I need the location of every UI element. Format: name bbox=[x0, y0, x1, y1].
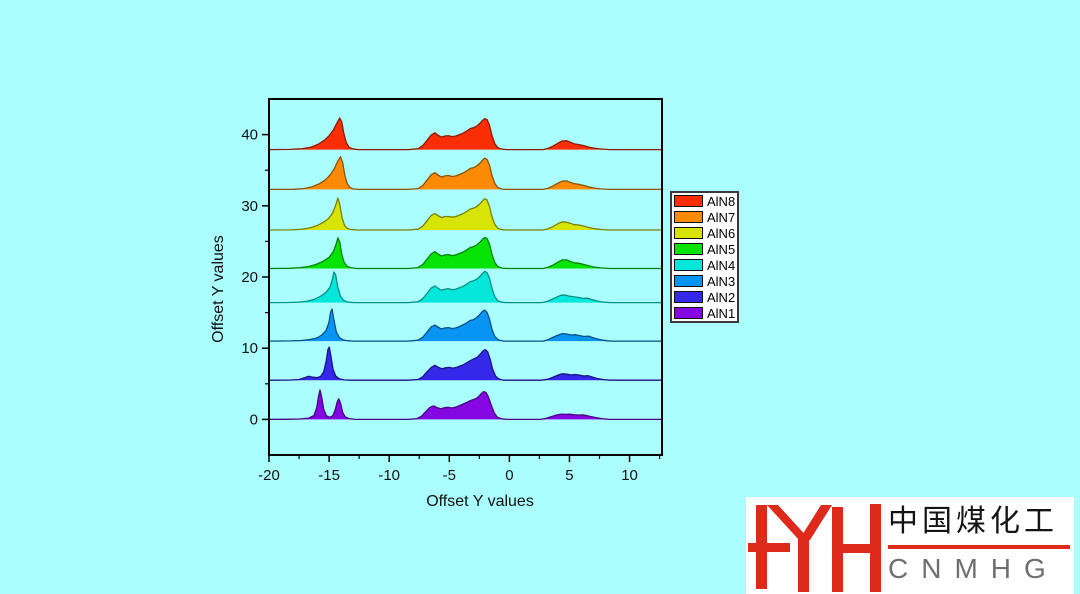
legend: AlN8 AlN7 AlN6 AlN5 AlN4 AlN3 AlN2 AlN1 bbox=[670, 191, 739, 323]
y-axis-title: Offset Y values bbox=[210, 235, 227, 343]
logo: 中国煤化工 CNMHG bbox=[746, 497, 1074, 594]
series-area-AlN7 bbox=[268, 156, 662, 191]
legend-item-AlN6: AlN6 bbox=[672, 225, 737, 241]
legend-label: AlN2 bbox=[707, 289, 736, 305]
legend-label: AlN7 bbox=[707, 209, 736, 225]
legend-label: AlN1 bbox=[707, 305, 736, 321]
x-tick-label: 5 bbox=[565, 467, 573, 484]
legend-label: AlN8 bbox=[707, 193, 736, 209]
legend-swatch bbox=[674, 195, 703, 207]
x-tick-label: 10 bbox=[621, 467, 638, 484]
legend-item-AlN8: AlN8 bbox=[672, 193, 737, 209]
x-tick-label: 0 bbox=[505, 467, 513, 484]
series-area-AlN2 bbox=[268, 346, 662, 381]
legend-swatch bbox=[674, 211, 703, 223]
series-area-AlN8 bbox=[268, 117, 662, 151]
series-area-AlN3 bbox=[268, 308, 662, 342]
x-tick-label: -15 bbox=[318, 467, 340, 484]
legend-swatch bbox=[674, 275, 703, 287]
logo-chinese-text: 中国煤化工 bbox=[888, 505, 1058, 538]
x-tick-label: -20 bbox=[258, 467, 280, 484]
legend-swatch bbox=[674, 227, 703, 239]
logo-monogram-icon bbox=[748, 504, 881, 592]
legend-item-AlN3: AlN3 bbox=[672, 273, 737, 289]
legend-label: AlN4 bbox=[707, 257, 736, 273]
legend-label: AlN3 bbox=[707, 273, 736, 289]
legend-label: AlN6 bbox=[707, 225, 736, 241]
legend-item-AlN4: AlN4 bbox=[672, 257, 737, 273]
legend-swatch bbox=[674, 307, 703, 319]
legend-item-AlN7: AlN7 bbox=[672, 209, 737, 225]
legend-swatch bbox=[674, 243, 703, 255]
logo-text-block: 中国煤化工 CNMHG bbox=[888, 501, 1072, 585]
legend-label: AlN5 bbox=[707, 241, 736, 257]
y-tick-label: 40 bbox=[241, 127, 258, 144]
series-area-AlN4 bbox=[268, 270, 662, 304]
x-tick-label: -5 bbox=[443, 467, 456, 484]
x-tick-label: -10 bbox=[378, 467, 400, 484]
series-area-AlN1 bbox=[268, 389, 662, 421]
y-tick-label: 20 bbox=[241, 269, 258, 286]
legend-swatch bbox=[674, 259, 703, 271]
y-tick-label: 0 bbox=[250, 411, 258, 428]
plot-frame bbox=[268, 98, 663, 456]
y-tick-label: 10 bbox=[241, 340, 258, 357]
y-tick-label: 30 bbox=[241, 198, 258, 215]
series-area-AlN6 bbox=[268, 197, 662, 231]
legend-item-AlN5: AlN5 bbox=[672, 241, 737, 257]
legend-item-AlN2: AlN2 bbox=[672, 289, 737, 305]
x-axis-title: Offset Y values bbox=[426, 493, 534, 510]
logo-red-rule bbox=[888, 545, 1070, 549]
logo-latin-text: CNMHG bbox=[888, 553, 1059, 584]
legend-item-AlN1: AlN1 bbox=[672, 305, 737, 321]
series-area-AlN5 bbox=[268, 236, 662, 270]
legend-swatch bbox=[674, 291, 703, 303]
